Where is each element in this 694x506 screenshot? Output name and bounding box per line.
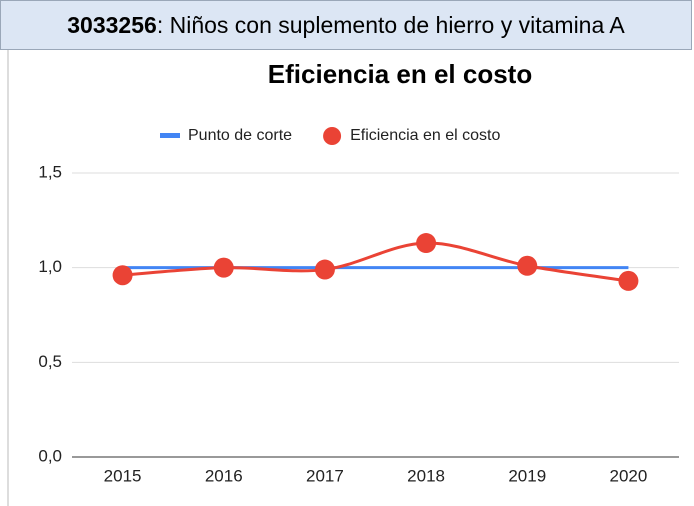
x-tick-label: 2018 <box>407 466 445 485</box>
y-tick-label: 0,0 <box>38 446 62 465</box>
legend-marker <box>160 133 180 138</box>
legend-marker <box>323 127 342 145</box>
legend-label: Eficiencia en el costo <box>350 127 500 144</box>
point <box>314 259 335 280</box>
point <box>112 265 133 286</box>
point <box>416 233 437 254</box>
header-code: 3033256 <box>67 12 157 38</box>
y-tick-label: 0,5 <box>38 352 62 371</box>
series-line <box>122 241 629 283</box>
header: 3033256: Niños con suplemento de hierro … <box>0 0 692 50</box>
x-tick-label: 2020 <box>610 466 648 485</box>
x-tick-label: 2015 <box>104 466 142 485</box>
legend-label: Punto de corte <box>188 127 292 144</box>
point <box>213 257 234 278</box>
chart-title: Eficiencia en el costo <box>268 59 532 89</box>
y-tick-label: 1,5 <box>38 162 62 181</box>
point <box>618 270 639 291</box>
x-tick-label: 2016 <box>205 466 243 485</box>
point <box>517 255 538 276</box>
x-tick-label: 2017 <box>306 466 344 485</box>
y-tick-label: 1,0 <box>38 257 62 276</box>
x-tick-label: 2019 <box>508 466 546 485</box>
header-text: : Niños con suplemento de hierro y vitam… <box>156 12 625 38</box>
